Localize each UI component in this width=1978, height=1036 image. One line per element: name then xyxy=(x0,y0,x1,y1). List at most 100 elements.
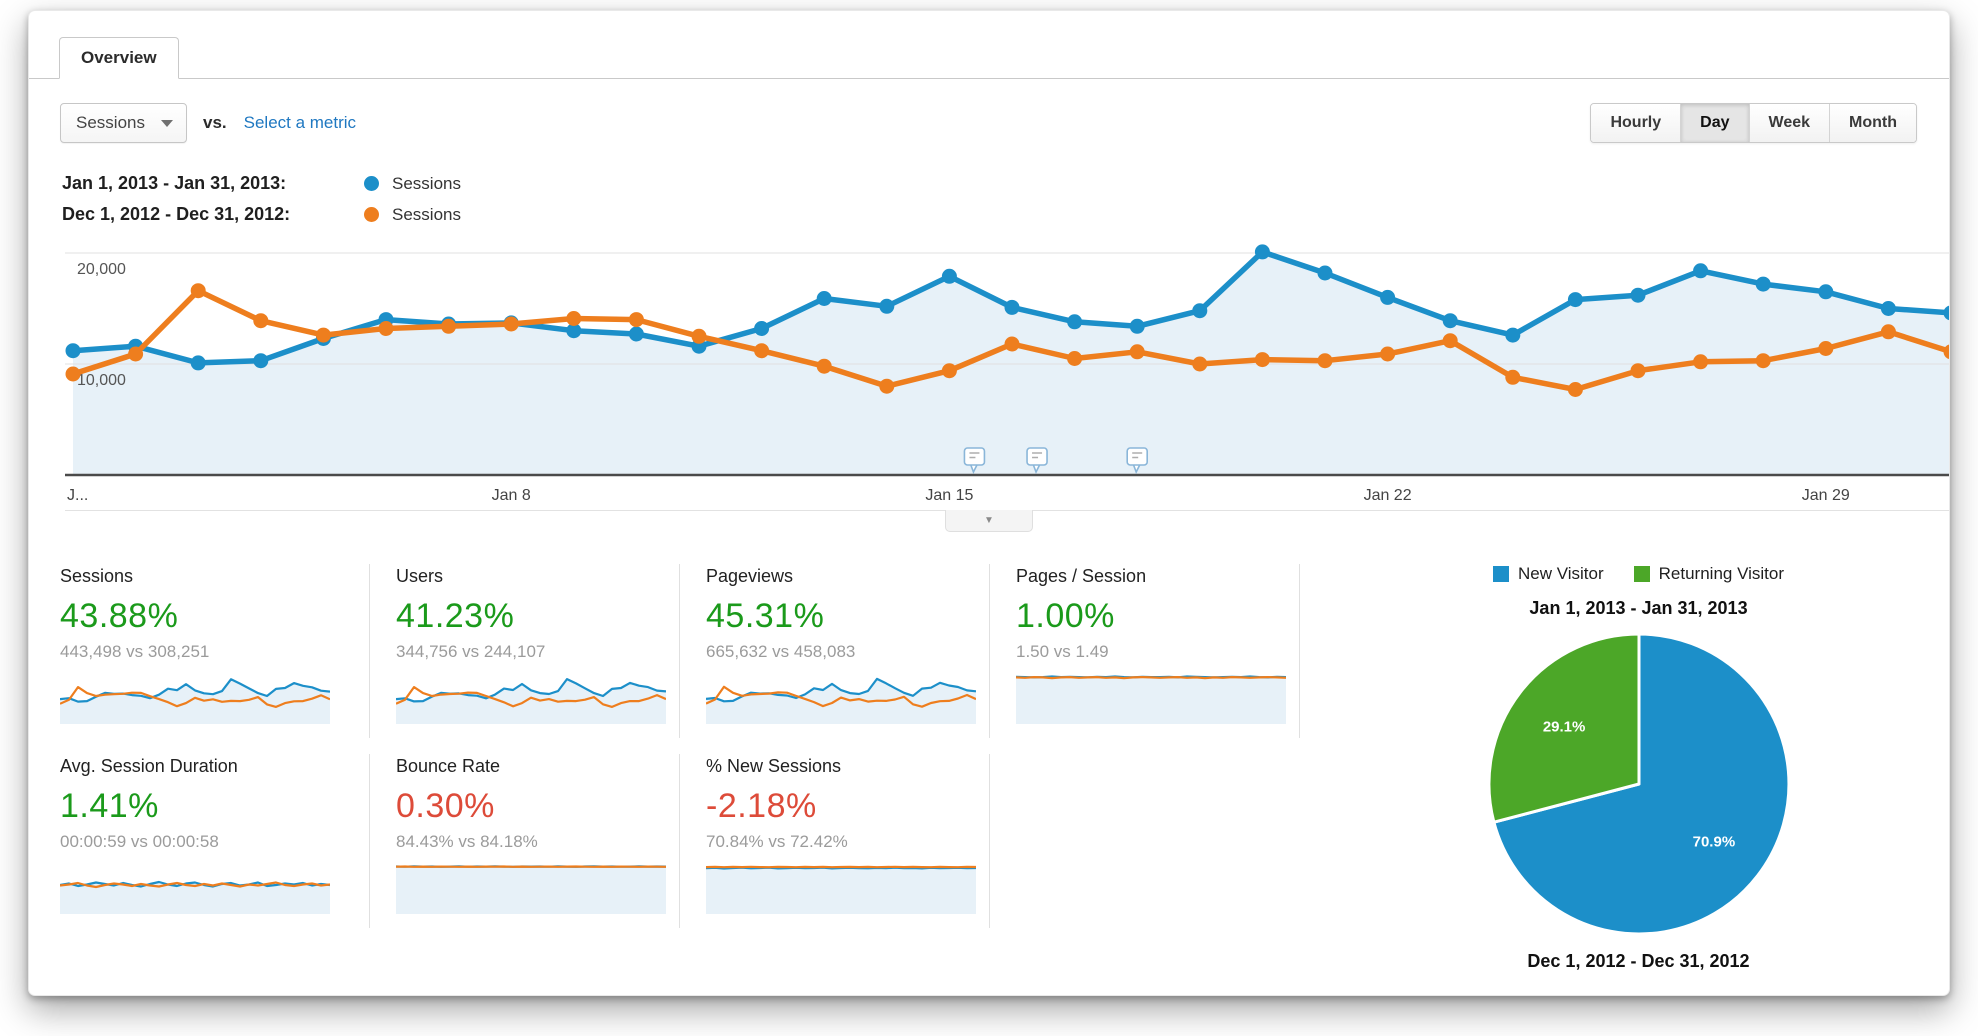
series-color-dot-icon xyxy=(364,176,379,191)
data-point-dot[interactable] xyxy=(1693,354,1709,370)
data-point-dot[interactable] xyxy=(190,283,206,299)
data-point-dot[interactable] xyxy=(1880,301,1896,316)
data-point-dot[interactable] xyxy=(1755,353,1771,369)
pie-legend-label: New Visitor xyxy=(1517,564,1604,583)
sparkline-chart xyxy=(396,865,666,914)
data-point-dot[interactable] xyxy=(1630,287,1646,303)
granularity-button-day[interactable]: Day xyxy=(1680,104,1749,142)
data-point-dot[interactable] xyxy=(1192,303,1208,319)
tab-overview[interactable]: Overview xyxy=(59,37,179,79)
data-point-dot[interactable] xyxy=(1755,276,1771,292)
annotation-bubble-icon[interactable] xyxy=(1026,447,1048,474)
data-point-dot[interactable] xyxy=(691,328,707,344)
sparkline-area-fill xyxy=(60,679,330,724)
pie-slice-label: 70.9% xyxy=(1692,834,1735,851)
metric-card-comparison: 443,498 vs 308,251 xyxy=(60,642,210,661)
data-point-dot[interactable] xyxy=(1505,369,1521,385)
annotations-expander-button[interactable]: ▼ xyxy=(945,510,1033,532)
metric-cards-row: Sessions 43.88% 443,498 vs 308,251 Users… xyxy=(60,564,1312,738)
sparkline-series xyxy=(396,686,666,709)
data-point-dot[interactable] xyxy=(1067,314,1083,330)
granularity-button-hourly[interactable]: Hourly xyxy=(1591,104,1681,142)
metric-card-pages-per-session: Pages / Session 1.00% 1.50 vs 1.49 xyxy=(990,564,1300,738)
metric-card-comparison: 00:00:59 vs 00:00:58 xyxy=(60,832,219,851)
data-point-dot[interactable] xyxy=(879,378,895,394)
data-point-dot[interactable] xyxy=(1317,353,1333,369)
data-point-dot[interactable] xyxy=(1129,344,1145,360)
data-point-dot[interactable] xyxy=(1192,356,1208,372)
sessions-line-chart[interactable]: 20,000 10,000 J... Jan 8 Jan 15 Jan 22 Jan 29 xyxy=(65,241,1950,505)
metric-selector-dropdown[interactable]: Sessions xyxy=(60,103,187,143)
sparkline-series xyxy=(1016,675,1286,680)
data-point-dot[interactable] xyxy=(128,346,144,362)
data-point-dot[interactable] xyxy=(1505,327,1521,343)
granularity-segmented-control: Hourly Day Week Month xyxy=(1590,103,1917,143)
data-point-dot[interactable] xyxy=(1818,341,1834,356)
data-point-dot[interactable] xyxy=(754,343,770,359)
data-point-dot[interactable] xyxy=(1380,289,1396,305)
granularity-button-week[interactable]: Week xyxy=(1748,104,1830,142)
metric-card-comparison: 84.43% vs 84.18% xyxy=(396,832,538,851)
data-point-dot[interactable] xyxy=(1567,292,1583,308)
data-point-dot[interactable] xyxy=(754,321,770,336)
data-point-dot[interactable] xyxy=(1004,336,1020,352)
annotation-bubble-icon[interactable] xyxy=(963,447,986,474)
data-point-dot[interactable] xyxy=(1254,352,1270,368)
pie-legend-item-returning-visitor: Returning Visitor xyxy=(1633,564,1784,584)
data-point-dot[interactable] xyxy=(628,326,644,342)
data-point-dot[interactable] xyxy=(1943,344,1951,360)
data-point-dot[interactable] xyxy=(1067,351,1083,366)
data-point-dot[interactable] xyxy=(1254,244,1270,260)
metric-card-title: % New Sessions xyxy=(706,756,842,776)
data-point-dot[interactable] xyxy=(378,321,394,336)
metric-card-delta: 1.41% xyxy=(60,787,159,825)
data-point-dot[interactable] xyxy=(566,323,582,339)
metric-card-comparison: 344,756 vs 244,107 xyxy=(396,642,546,661)
data-point-dot[interactable] xyxy=(941,268,957,284)
data-point-dot[interactable] xyxy=(1943,305,1951,321)
pie-period-title: Jan 1, 2013 - Jan 31, 2013 xyxy=(1529,598,1748,618)
data-point-dot[interactable] xyxy=(503,316,519,332)
data-point-dot[interactable] xyxy=(879,298,895,314)
data-point-dot[interactable] xyxy=(1818,284,1834,300)
data-point-dot[interactable] xyxy=(1880,324,1896,340)
data-point-dot[interactable] xyxy=(816,358,832,374)
data-point-dot[interactable] xyxy=(65,366,81,382)
data-point-dot[interactable] xyxy=(1442,333,1458,349)
metric-card-title: Bounce Rate xyxy=(396,756,501,776)
data-point-dot[interactable] xyxy=(1380,346,1396,362)
sparkline-series xyxy=(60,678,330,703)
annotation-bubble-icon[interactable] xyxy=(1126,447,1148,474)
sparkline-area-fill xyxy=(706,678,976,724)
metric-card-comparison: 1.50 vs 1.49 xyxy=(1016,642,1109,661)
data-point-dot[interactable] xyxy=(628,312,644,328)
data-point-dot[interactable] xyxy=(65,343,81,359)
series-area-fill xyxy=(73,251,1949,475)
data-point-dot[interactable] xyxy=(941,363,957,379)
tab-strip: Overview xyxy=(29,11,1949,79)
granularity-button-month[interactable]: Month xyxy=(1829,104,1916,142)
data-point-dot[interactable] xyxy=(1630,363,1646,379)
metric-card-title: Pageviews xyxy=(706,566,794,586)
data-point-dot[interactable] xyxy=(816,291,832,306)
metric-card-bounce-rate: Bounce Rate 0.30% 84.43% vs 84.18% xyxy=(370,754,680,928)
data-point-dot[interactable] xyxy=(253,353,269,369)
data-point-dot[interactable] xyxy=(190,355,206,371)
vs-label: vs. xyxy=(202,113,227,132)
data-point-dot[interactable] xyxy=(441,318,457,334)
data-point-dot[interactable] xyxy=(1317,265,1333,281)
data-point-dot[interactable] xyxy=(253,313,269,329)
data-point-dot[interactable] xyxy=(1004,299,1020,315)
timeseries-chart-container: 20,000 10,000 J... Jan 8 Jan 15 Jan 22 Jan 29 xyxy=(29,235,1949,510)
metric-card-title: Avg. Session Duration xyxy=(60,756,238,776)
chart-legend: Jan 1, 2013 - Jan 31, 2013: Sessions Dec… xyxy=(29,143,1949,225)
select-a-metric-link[interactable]: Select a metric xyxy=(243,113,357,132)
data-point-dot[interactable] xyxy=(1129,318,1145,334)
data-point-dot[interactable] xyxy=(1442,313,1458,329)
data-point-dot[interactable] xyxy=(1693,263,1709,279)
data-point-dot[interactable] xyxy=(1567,382,1583,397)
metric-cards-grid: Sessions 43.88% 443,498 vs 308,251 Users… xyxy=(60,564,1312,972)
data-point-dot[interactable] xyxy=(566,311,582,326)
data-point-dot[interactable] xyxy=(315,327,331,343)
metric-card-comparison: 665,632 vs 458,083 xyxy=(706,642,856,661)
